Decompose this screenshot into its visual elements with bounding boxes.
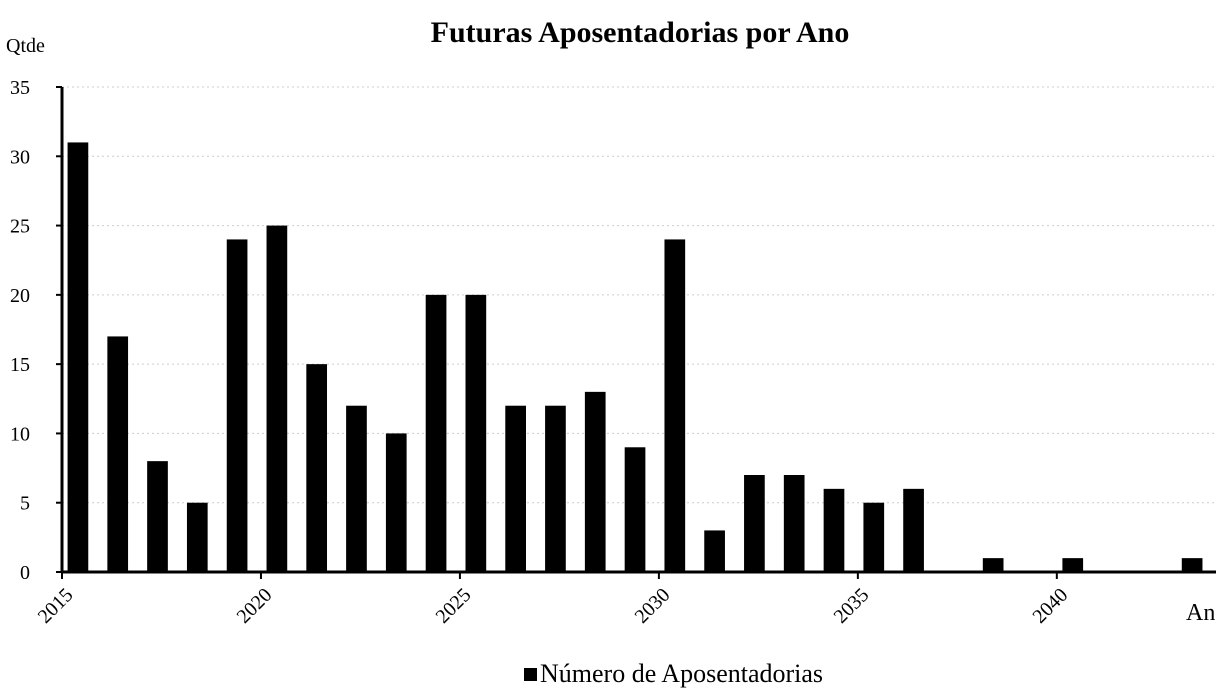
bar — [266, 225, 288, 573]
x-tick-label: 2015 — [34, 584, 78, 628]
bar — [584, 391, 606, 572]
bar — [107, 336, 129, 572]
y-tick-label: 25 — [10, 216, 30, 238]
bar — [346, 405, 367, 572]
bar — [425, 294, 447, 572]
bar — [903, 488, 924, 572]
bar — [1062, 558, 1084, 572]
legend-label: Número de Aposentadorias — [540, 659, 823, 688]
x-tick-label: 2040 — [1029, 584, 1073, 628]
y-tick-label: 20 — [10, 285, 30, 307]
y-tick-label: 5 — [20, 493, 30, 515]
bar — [385, 433, 407, 572]
y-tick-label: 15 — [10, 354, 30, 376]
x-tick-label: 2035 — [830, 584, 874, 628]
x-tick-label: 2025 — [432, 584, 476, 628]
x-axis-label: Ano — [1186, 600, 1216, 626]
y-axis-label: Qtde — [6, 35, 45, 57]
bar — [1181, 558, 1203, 572]
bar — [982, 558, 1004, 572]
bar — [306, 364, 328, 572]
bar — [226, 239, 248, 572]
x-tick-label: 2030 — [631, 584, 675, 628]
bar — [624, 447, 646, 572]
bar — [545, 405, 566, 572]
bar — [505, 405, 526, 572]
y-tick-label: 30 — [10, 146, 30, 168]
bar — [664, 239, 686, 572]
bar — [823, 488, 845, 572]
bar — [186, 502, 208, 572]
bar — [704, 530, 725, 572]
y-tick-label: 0 — [20, 562, 30, 584]
chart-title: Futuras Aposentadorias por Ano — [431, 16, 850, 49]
bar — [67, 142, 89, 572]
bar — [863, 502, 885, 572]
bar — [783, 475, 805, 572]
bar — [744, 475, 765, 572]
bar — [147, 461, 168, 572]
bar — [465, 294, 487, 572]
y-tick-label: 10 — [10, 423, 30, 445]
y-tick-label: 35 — [10, 77, 30, 99]
legend-swatch — [524, 668, 537, 681]
x-tick-label: 2020 — [233, 584, 277, 628]
